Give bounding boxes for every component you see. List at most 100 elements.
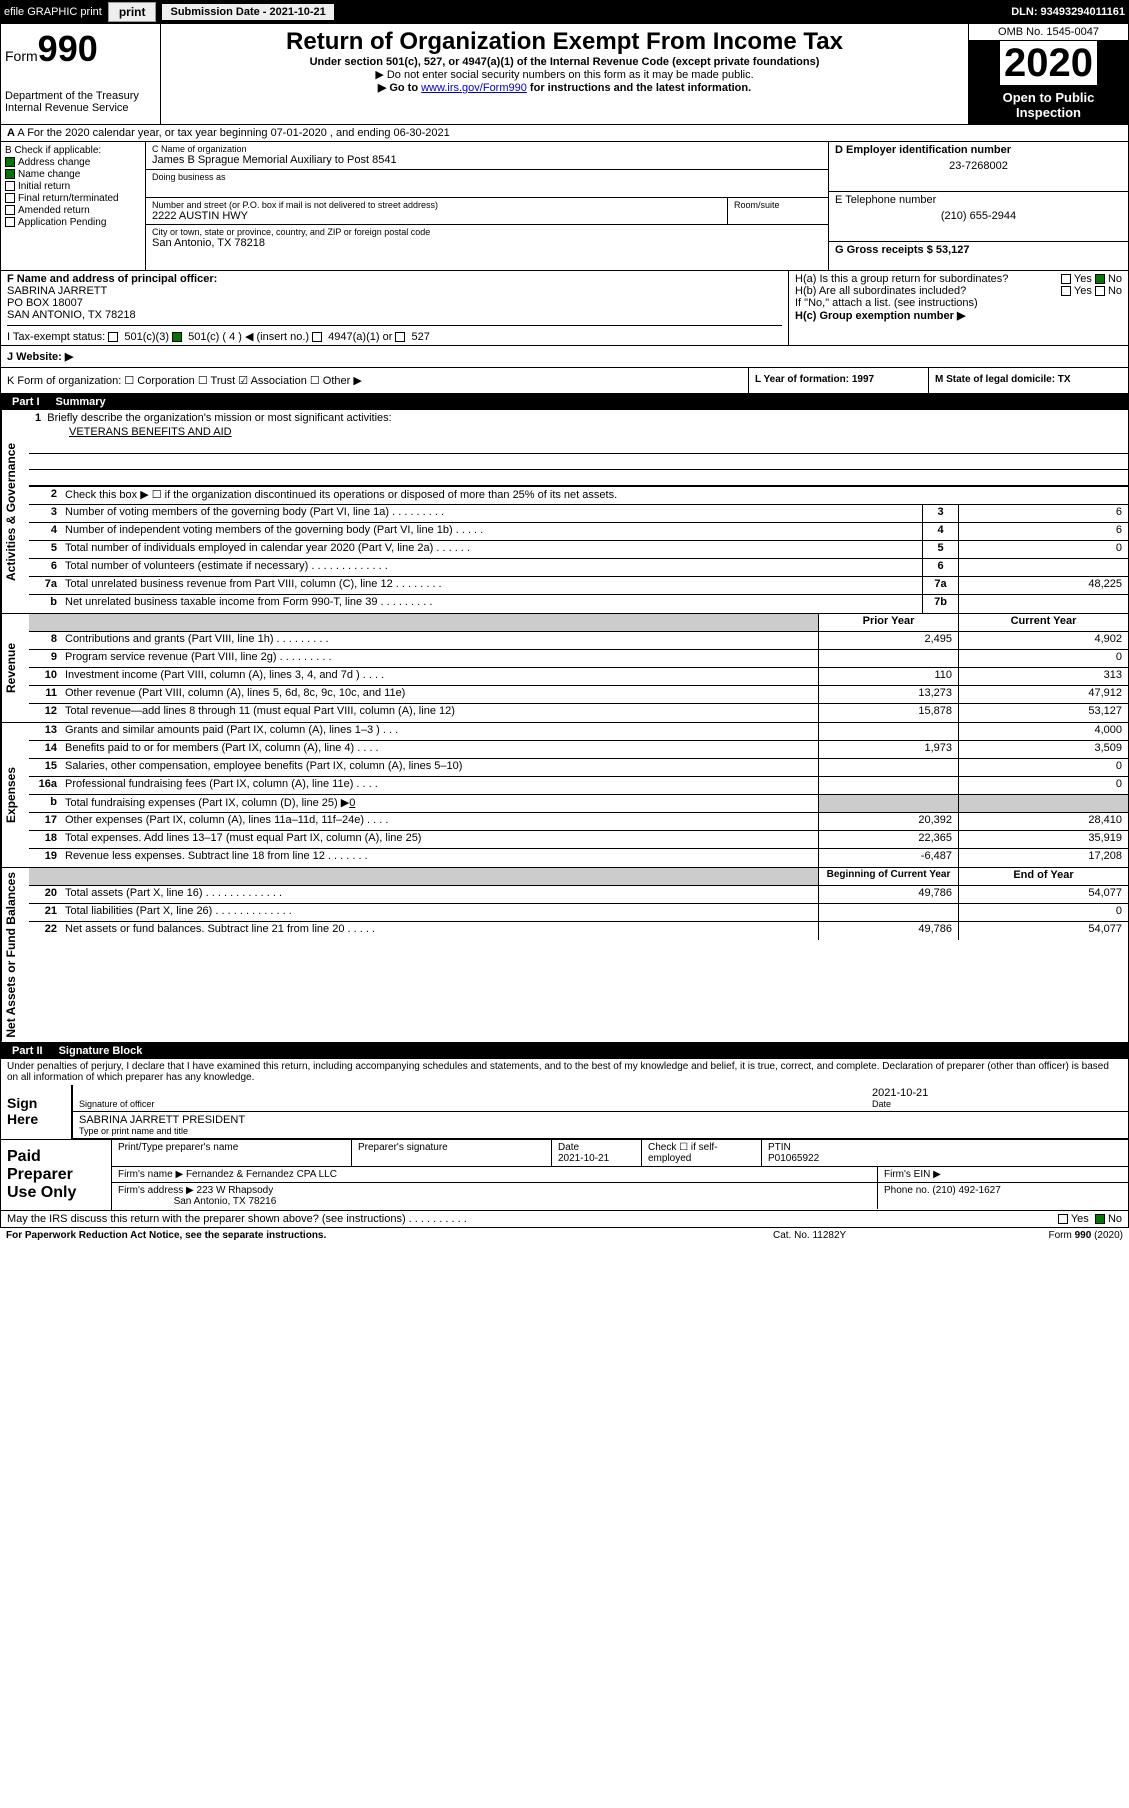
l16b: Total fundraising expenses (Part IX, col… <box>61 795 818 812</box>
instructions-note: ▶ Go to www.irs.gov/Form990 for instruct… <box>169 81 960 94</box>
firm-addr1: 223 W Rhapsody <box>197 1185 274 1196</box>
ha-row: H(a) Is this a group return for subordin… <box>795 273 1122 285</box>
check-b-header: B Check if applicable: <box>5 145 141 156</box>
form990-link[interactable]: www.irs.gov/Form990 <box>421 82 527 94</box>
perjury-decl: Under penalties of perjury, I declare th… <box>1 1059 1128 1085</box>
l21: Total liabilities (Part X, line 26) . . … <box>61 904 818 921</box>
chk-final[interactable]: Final return/terminated <box>5 193 141 204</box>
c16a: 0 <box>958 777 1128 794</box>
chk-address[interactable]: Address change <box>5 157 141 168</box>
form-number: Form990 <box>5 28 156 70</box>
prep-date-label: Date <box>558 1142 635 1153</box>
checkbox-icon <box>5 169 15 179</box>
checkbox-icon <box>1095 1214 1105 1224</box>
l7a-desc: Total unrelated business revenue from Pa… <box>61 577 922 594</box>
ein-value: 23-7268002 <box>835 160 1122 172</box>
end-hdr: End of Year <box>958 868 1128 885</box>
p9 <box>818 650 958 667</box>
ein-label: D Employer identification number <box>835 144 1122 156</box>
firm-label: Firm's name ▶ <box>118 1169 183 1180</box>
officer-label: F Name and address of principal officer: <box>7 273 217 285</box>
v6 <box>958 559 1128 576</box>
l22: Net assets or fund balances. Subtract li… <box>61 922 818 940</box>
l14: Benefits paid to or for members (Part IX… <box>61 741 818 758</box>
side-netassets: Net Assets or Fund Balances <box>1 868 29 1042</box>
sig-officer-label: Signature of officer <box>79 1099 872 1109</box>
hb-note: If "No," attach a list. (see instruction… <box>795 297 1122 309</box>
gross-receipts: G Gross receipts $ 53,127 <box>835 244 1122 256</box>
p22: 49,786 <box>818 922 958 940</box>
side-expenses: Expenses <box>1 723 29 867</box>
website-row: J Website: ▶ <box>0 346 1129 368</box>
part2-num: Part II <box>6 1045 49 1057</box>
p15 <box>818 759 958 776</box>
signature-block: Under penalties of perjury, I declare th… <box>0 1059 1129 1140</box>
phone-value: (210) 655-2944 <box>835 210 1122 222</box>
checkbox-icon <box>1058 1214 1068 1224</box>
print-button[interactable]: print <box>108 2 157 22</box>
netassets-section: Net Assets or Fund Balances Beginning of… <box>0 868 1129 1043</box>
l20: Total assets (Part X, line 16) . . . . .… <box>61 886 818 903</box>
l17: Other expenses (Part IX, column (A), lin… <box>61 813 818 830</box>
block-klm: K Form of organization: ☐ Corporation ☐ … <box>0 368 1129 394</box>
v3: 6 <box>958 505 1128 522</box>
side-governance: Activities & Governance <box>1 410 29 613</box>
c19: 17,208 <box>958 849 1128 867</box>
block-fh: F Name and address of principal officer:… <box>0 271 1129 346</box>
discuss-yes: Yes <box>1071 1213 1089 1225</box>
p18: 22,365 <box>818 831 958 848</box>
l3-desc: Number of voting members of the governin… <box>61 505 922 522</box>
prep-name-label: Print/Type preparer's name <box>112 1140 352 1166</box>
sign-here-label: Sign Here <box>1 1085 71 1139</box>
mission-text: VETERANS BENEFITS AND AID <box>29 426 1128 438</box>
checkbox-icon <box>1095 274 1105 284</box>
c14: 3,509 <box>958 741 1128 758</box>
part1-header: Part I Summary <box>0 394 1129 410</box>
p20: 49,786 <box>818 886 958 903</box>
dept-treasury: Department of the Treasury Internal Reve… <box>5 90 156 114</box>
chk-amended[interactable]: Amended return <box>5 205 141 216</box>
open-public: Open to Public Inspection <box>969 86 1128 124</box>
v7b <box>958 595 1128 613</box>
p19: -6,487 <box>818 849 958 867</box>
form-org-type: K Form of organization: ☐ Corporation ☐ … <box>1 368 748 393</box>
officer-name-title: SABRINA JARRETT PRESIDENT <box>79 1114 1122 1126</box>
date-label: Date <box>872 1099 1122 1109</box>
efile-label: efile GRAPHIC print <box>4 6 102 18</box>
firm-name: Fernandez & Fernandez CPA LLC <box>186 1169 337 1180</box>
l11: Other revenue (Part VIII, column (A), li… <box>61 686 818 703</box>
p21 <box>818 904 958 921</box>
p10: 110 <box>818 668 958 685</box>
governance-section: Activities & Governance 1 Briefly descri… <box>0 410 1129 614</box>
dln: DLN: 93493294011161 <box>1011 6 1125 18</box>
checkbox-icon <box>395 332 405 342</box>
l4-desc: Number of independent voting members of … <box>61 523 922 540</box>
p16a <box>818 777 958 794</box>
part1-title: Summary <box>56 396 106 408</box>
chk-initial[interactable]: Initial return <box>5 181 141 192</box>
chk-pending[interactable]: Application Pending <box>5 217 141 228</box>
type-label: Type or print name and title <box>79 1126 1122 1136</box>
c13: 4,000 <box>958 723 1128 740</box>
preparer-header: Paid Preparer Use Only <box>1 1140 111 1210</box>
row-a-tax-year: A A For the 2020 calendar year, or tax y… <box>0 125 1129 142</box>
part2-title: Signature Block <box>59 1045 143 1057</box>
chk-name[interactable]: Name change <box>5 169 141 180</box>
l19: Revenue less expenses. Subtract line 18 … <box>61 849 818 867</box>
col-c-org: C Name of organization James B Sprague M… <box>146 142 828 270</box>
street-value: 2222 AUSTIN HWY <box>152 210 721 222</box>
checkbox-icon <box>1061 286 1071 296</box>
part1-num: Part I <box>6 396 46 408</box>
phone-label: E Telephone number <box>835 194 1122 206</box>
l18: Total expenses. Add lines 13–17 (must eq… <box>61 831 818 848</box>
checkbox-icon <box>172 332 182 342</box>
hb-row: H(b) Are all subordinates included? Yes … <box>795 285 1122 297</box>
ssn-note: ▶ Do not enter social security numbers o… <box>169 68 960 81</box>
street-label: Number and street (or P.O. box if mail i… <box>152 200 721 210</box>
ptin-label: PTIN <box>768 1142 1122 1153</box>
state-domicile: M State of legal domicile: TX <box>928 368 1128 393</box>
dba-label: Doing business as <box>152 172 822 182</box>
firm-ein-label: Firm's EIN ▶ <box>878 1167 1128 1182</box>
prep-sig-label: Preparer's signature <box>352 1140 552 1166</box>
discuss-question: May the IRS discuss this return with the… <box>7 1213 1058 1225</box>
